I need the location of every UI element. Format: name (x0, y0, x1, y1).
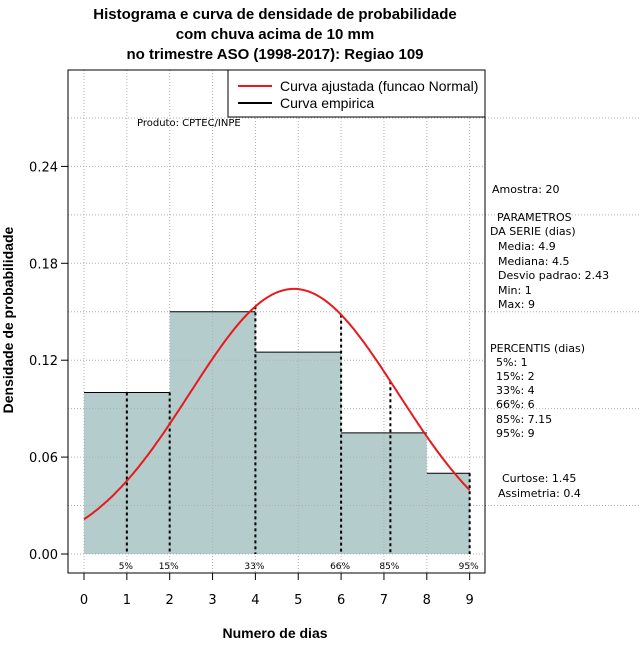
chart-title-line-3: no trimestre ASO (1998-2017): Regiao 109 (126, 46, 424, 63)
percentil-66: 66%: 6 (496, 398, 535, 411)
chart-title-line-2: com chuva acima de 10 mm (175, 26, 375, 43)
legend-label-0: Curva ajustada (funcao Normal) (280, 78, 478, 94)
x-tick-label-4: 4 (251, 593, 259, 608)
assimetria-text: Assimetria: 0.4 (498, 487, 581, 500)
x-tick-label-0: 0 (80, 593, 88, 608)
parametros-header-2: DA SERIE (dias) (490, 225, 576, 238)
x-tick-label-6: 6 (337, 593, 345, 608)
percentile-label-2: 33% (244, 562, 264, 572)
x-tick-label-1: 1 (123, 593, 131, 608)
chart-title-line-1: Histograma e curva de densidade de proba… (93, 6, 457, 23)
x-tick-label-8: 8 (423, 593, 431, 608)
y-tick-label-0: 0.00 (29, 548, 58, 563)
legend-label-1: Curva empirica (280, 95, 374, 111)
x-tick-label-2: 2 (166, 593, 174, 608)
legend-box (227, 69, 486, 118)
param-media: Media: 4.9 (498, 240, 556, 253)
y-tick-label-2: 0.12 (29, 354, 58, 369)
x-tick-label-7: 7 (380, 593, 388, 608)
percentil-33: 33%: 4 (496, 384, 535, 397)
percentile-label-4: 85% (379, 562, 399, 572)
percentile-label-0: 5% (119, 562, 134, 572)
percentile-label-3: 66% (330, 562, 350, 572)
x-tick-label-3: 3 (208, 593, 216, 608)
param-min: Min: 1 (498, 284, 532, 297)
y-tick-label-3: 0.18 (29, 257, 58, 272)
curtose-text: Curtose: 1.45 (502, 472, 577, 485)
x-tick-label-9: 9 (466, 593, 474, 608)
y-tick-label-4: 0.24 (29, 160, 58, 175)
histogram-bar-4 (426, 473, 470, 554)
param-max: Max: 9 (498, 298, 535, 311)
normal-fit-curve (83, 287, 471, 521)
parametros-header-1: PARAMETROS (497, 211, 572, 224)
param-desvio: Desvio padrao: 2.43 (498, 269, 610, 282)
percentil-85: 85%: 7.15 (496, 413, 553, 426)
percentil-5: 5%: 1 (496, 356, 528, 369)
percentil-15: 15%: 2 (496, 370, 535, 383)
amostra-text: Amostra: 20 (492, 183, 560, 196)
percentil-95: 95%: 9 (496, 427, 535, 440)
y-tick-label-1: 0.06 (29, 451, 58, 466)
x-tick-label-5: 5 (294, 593, 302, 608)
produto-label: Produto: CPTEC/INPE (137, 118, 241, 129)
y-axis-label: Densidade de probabilidade (0, 226, 16, 414)
x-axis-label: Numero de dias (222, 625, 328, 641)
percentile-label-5: 95% (459, 562, 479, 572)
param-mediana: Mediana: 4.5 (498, 255, 570, 268)
percentile-label-1: 15% (159, 562, 179, 572)
percentis-header: PERCENTIS (dias) (490, 342, 586, 355)
